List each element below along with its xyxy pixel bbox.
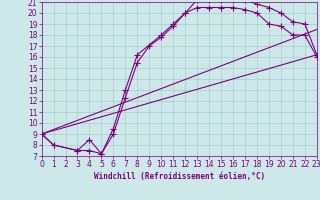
X-axis label: Windchill (Refroidissement éolien,°C): Windchill (Refroidissement éolien,°C) [94,172,265,181]
